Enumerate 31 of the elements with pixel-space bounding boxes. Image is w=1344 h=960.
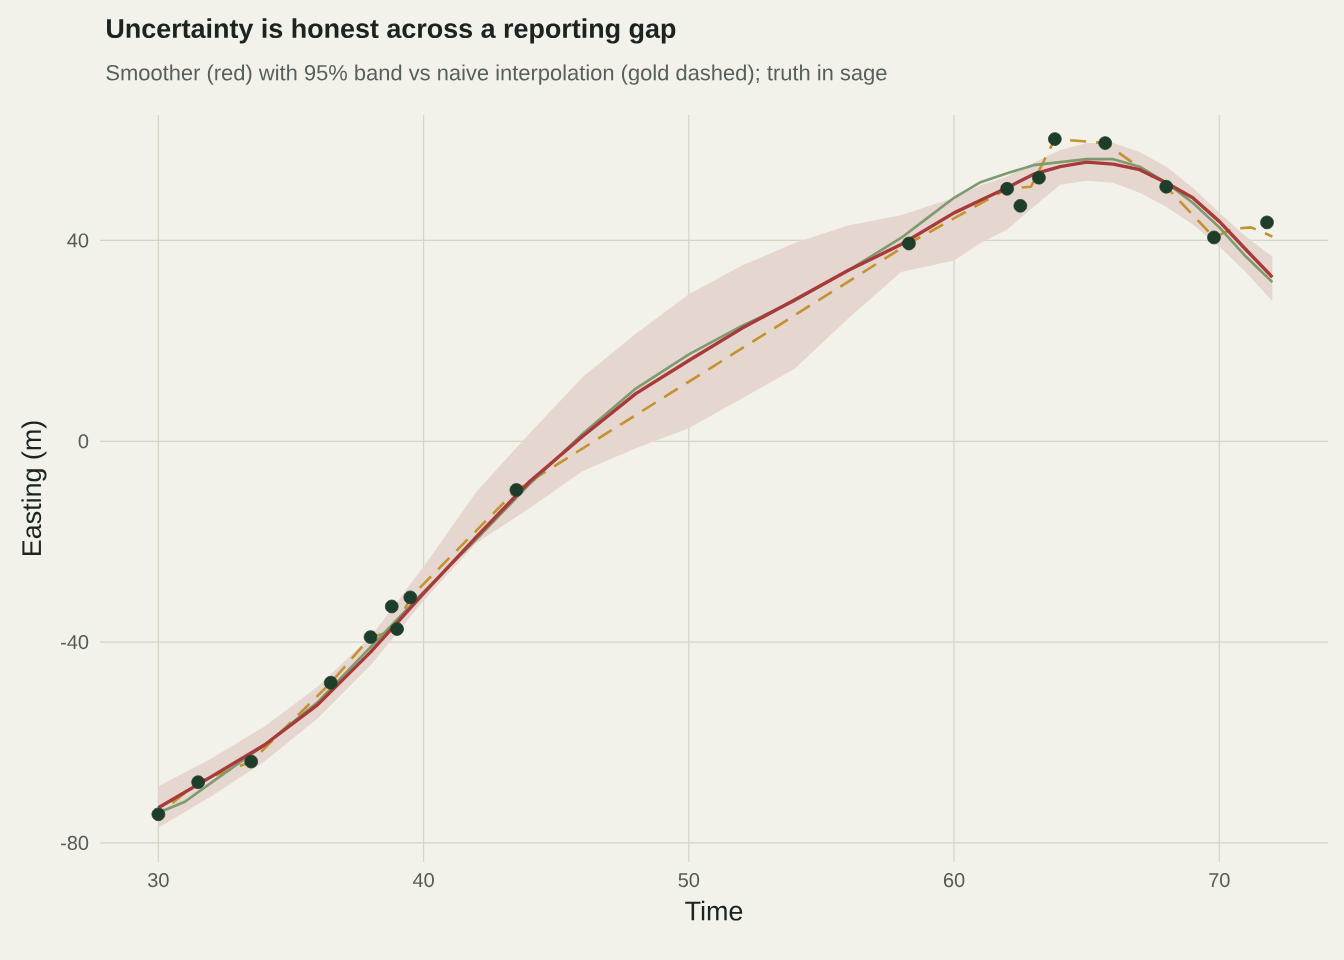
x-tick-label: 40 [412,873,434,888]
point [1207,230,1221,245]
y-axis-title: Easting (m) [21,421,47,556]
x-tick-label: 30 [148,873,169,888]
point [1048,132,1062,146]
point [1159,179,1174,194]
chart-subtitle: Smoother (red) with 95% band vs naive interpolation (gold dashed); truth in sage [106,64,887,85]
y-tick-label: -40 [61,635,89,650]
x-tick-label: 70 [1209,873,1230,888]
x-tick-label: 50 [678,873,700,888]
point [1000,181,1014,196]
y-tick-label: -80 [61,835,89,850]
point [509,483,524,497]
point [384,599,399,614]
point [390,622,404,636]
point [1032,170,1046,185]
point [1098,136,1113,150]
point [244,754,258,769]
point [902,236,916,251]
point [323,675,338,690]
point [151,807,166,822]
x-tick-label: 60 [943,873,965,888]
point [403,590,418,605]
point [191,775,205,789]
x-axis-title: Time [685,900,743,921]
chart-title: Uncertainty is honest across a reporting gap [107,18,676,44]
point [1260,215,1274,230]
y-tick-label: 0 [78,434,89,449]
point [1013,199,1028,213]
y-tick-label: 40 [67,233,89,248]
point [363,630,378,644]
